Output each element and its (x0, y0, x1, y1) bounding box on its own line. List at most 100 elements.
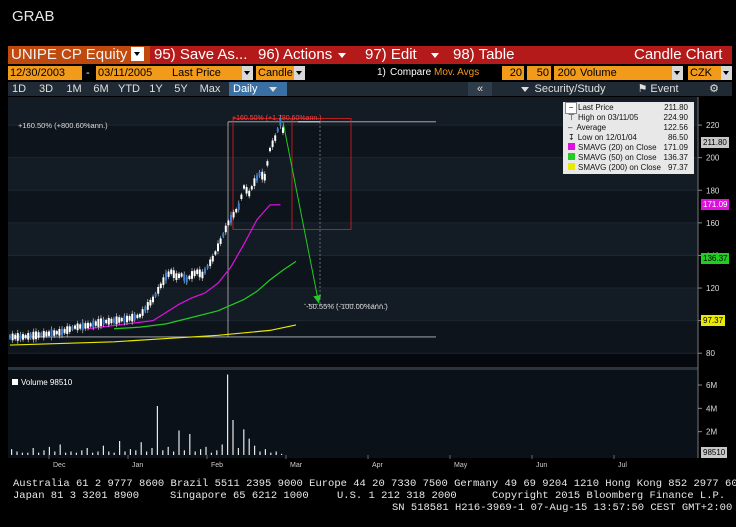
x-tick-label: Apr (372, 462, 384, 469)
start-date-field[interactable]: 12/30/2003 (8, 66, 82, 80)
tab-ytd[interactable]: YTD (118, 83, 140, 95)
legend-last-price: Last Price 211.80 (568, 103, 690, 113)
table-num: 98) (453, 46, 475, 63)
volume-bar (227, 374, 229, 455)
candle-body (66, 326, 69, 334)
caret-down-icon (520, 86, 529, 92)
volume-bar (97, 451, 99, 455)
volume-dropdown[interactable] (672, 66, 683, 80)
edit-menu[interactable]: 97) Edit (365, 46, 439, 64)
gain-annotation: +160.50% (+800.60%ann.) (18, 121, 108, 130)
parameter-bar: 12/30/2003 - 03/11/2005 Last Price Candl… (8, 66, 732, 80)
legend-value: 224.90 (663, 113, 688, 122)
series-lines (9, 204, 297, 346)
chart-legend[interactable]: Last Price 211.80 ⊤ High on 03/11/05 224.90… (563, 102, 694, 174)
style-select[interactable]: Candle (256, 66, 294, 80)
candle-body (196, 269, 199, 274)
candle-body (209, 259, 212, 267)
tab-1m[interactable]: 1M (66, 83, 82, 95)
volume-bar (16, 451, 18, 455)
compare-label: Compare (390, 67, 432, 78)
tab-1d[interactable]: 1D (11, 83, 27, 95)
currency-dropdown[interactable] (721, 66, 732, 80)
x-tick-label: Jan (132, 462, 143, 469)
back-button[interactable]: « (468, 82, 492, 96)
volume-select[interactable]: Volume (578, 66, 672, 80)
table-menu[interactable]: 98) Table (453, 46, 514, 64)
security-study-label: Security/Study (534, 83, 606, 95)
price-field-dropdown[interactable] (242, 66, 253, 80)
legend-value: 122.56 (663, 123, 688, 132)
ma1-field[interactable]: 20 (502, 66, 524, 80)
candle-body (159, 283, 162, 288)
style-dropdown[interactable] (294, 66, 305, 80)
volume-bar (173, 451, 175, 455)
legend-value: 97.37 (667, 163, 688, 172)
chevron-down-icon[interactable] (131, 47, 145, 62)
candle-body (261, 171, 264, 180)
actions-menu[interactable]: 96) Actions (258, 46, 347, 64)
security-ticker[interactable]: UNIPE CP Equity (8, 46, 150, 64)
edit-num: 97) (365, 46, 387, 63)
candle-body (35, 331, 37, 340)
legend-collapse-icon[interactable]: − (565, 102, 577, 114)
candle-body (206, 265, 209, 269)
save-as-menu[interactable]: 95) Save As... (154, 46, 247, 64)
volume-bar (264, 449, 266, 455)
series-line (113, 260, 297, 330)
gear-icon[interactable]: ⚙ (709, 83, 719, 95)
end-date-field[interactable]: 03/11/2005 (96, 66, 170, 80)
candle-body (232, 211, 235, 218)
candle-body (131, 313, 134, 322)
legend-low: ↧ Low on 12/01/04 86.50 (568, 133, 690, 143)
candle-body (230, 214, 232, 223)
candle-body (97, 319, 100, 327)
candle-body (217, 243, 219, 252)
candle-body (40, 332, 43, 337)
candle-body (136, 314, 139, 319)
legend-label: SMAVG (20) on Close (578, 143, 657, 152)
compare-value[interactable]: Mov. Avgs (434, 67, 480, 78)
period-bar: 1D 3D 1M 6M YTD 1Y 5Y Max Daily « Securi… (8, 82, 732, 96)
volume-tick-label: 6M (706, 381, 717, 390)
volume-bar (189, 434, 191, 455)
candle-body (68, 326, 71, 332)
candle-body (188, 275, 191, 280)
candle-body (123, 316, 126, 323)
candle-body (227, 220, 230, 226)
candle-body (55, 331, 58, 335)
candle-body (263, 173, 266, 181)
security-study-button[interactable]: Security/Study (508, 82, 618, 96)
candle-body (237, 203, 240, 210)
tab-1y[interactable]: 1Y (149, 83, 163, 95)
tab-daily[interactable]: Daily (229, 82, 287, 96)
currency-select[interactable]: CZK (688, 66, 721, 80)
candle-body (126, 315, 128, 323)
footer-singapore: Singapore 65 6212 1000 (170, 490, 309, 502)
tab-max[interactable]: Max (199, 83, 221, 95)
price-band (8, 222, 698, 256)
y-axis: 801001201401601802002206M4M2M (697, 97, 720, 458)
volume-bar (102, 445, 104, 455)
candle-body (133, 314, 136, 320)
event-button[interactable]: ⚑ Event (624, 82, 692, 96)
tab-3d[interactable]: 3D (38, 83, 54, 95)
actions-label: Actions (283, 46, 333, 63)
candle-body (198, 269, 201, 278)
legend-sma50: SMAVG (50) on Close 136.37 (568, 153, 690, 163)
volume-bar (232, 420, 234, 455)
volume-bar (11, 449, 13, 455)
tab-6m[interactable]: 6M (93, 83, 109, 95)
volume-bar (119, 441, 121, 455)
candle-body (240, 194, 243, 199)
footer-us: U.S. 1 212 318 2000 (337, 490, 457, 502)
price-field-select[interactable]: Last Price (170, 66, 242, 80)
candle-body (74, 325, 76, 329)
volume-bar (59, 444, 61, 455)
footer-copyright: Copyright 2015 Bloomberg Finance L.P. (492, 490, 726, 502)
candle-body (271, 140, 274, 148)
ma2-field[interactable]: 50 (527, 66, 551, 80)
ma3-field[interactable]: 200 (554, 66, 578, 80)
price-band (8, 190, 698, 223)
tab-5y[interactable]: 5Y (174, 83, 188, 95)
